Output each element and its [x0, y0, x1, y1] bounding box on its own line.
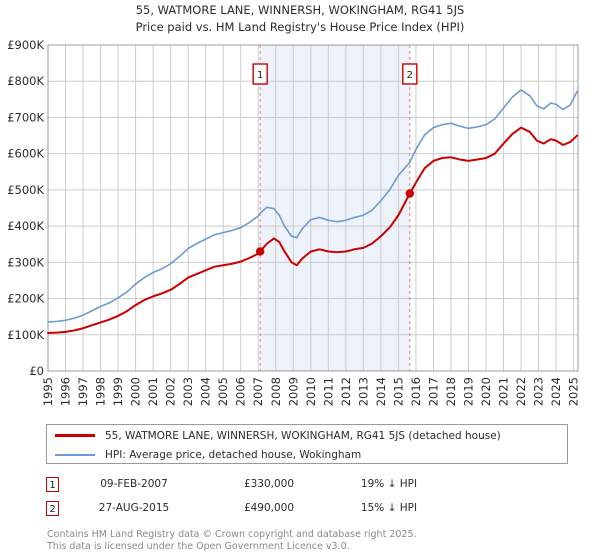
transaction-price-1: £330,000 [243, 478, 295, 490]
y-axis-tick-label: £100K [7, 328, 44, 342]
chart-legend: 55, WATMORE LANE, WINNERSH, WOKINGHAM, R… [46, 424, 568, 464]
x-axis-tick-label: 2016 [409, 377, 423, 406]
x-axis-tick-label: 1998 [94, 377, 108, 406]
x-axis-tick-label: 2018 [444, 377, 458, 406]
y-axis-tick-label: £400K [7, 219, 44, 233]
x-axis-tick-label: 2021 [497, 377, 511, 406]
x-axis-tick-label: 2005 [216, 377, 230, 406]
table-row[interactable]: 1 09-FEB-2007 £330,000 19% ↓ HPI [46, 472, 566, 496]
x-axis-tick-label: 2006 [234, 377, 248, 406]
y-axis-tick-label: £0 [29, 364, 44, 378]
chart-area: £0 £100K £200K £300K £400K £500K £600K £700K £80… [7, 38, 581, 406]
transaction-price-2: £490,000 [243, 502, 295, 514]
transaction-index-badge-1: 1 [46, 476, 59, 492]
footer-line-copyright: Contains HM Land Registry data © Crown c… [47, 529, 417, 540]
series-line-hpi [47, 89, 578, 323]
x-axis-tick-label: 2003 [181, 377, 195, 406]
x-axis-tick-label: 2012 [339, 377, 353, 406]
event-marker-label-1: 1 [257, 70, 263, 81]
y-axis-tick-label: £900K [7, 38, 44, 52]
x-axis-tick-label: 2007 [251, 377, 265, 406]
x-axis-tick-label: 2024 [549, 377, 563, 406]
x-axis-tick-label: 2022 [514, 377, 528, 406]
x-axis-tick-label: 2010 [304, 377, 318, 406]
x-axis-tick-label: 2013 [356, 377, 370, 406]
event-marker-badge-1[interactable] [252, 63, 268, 85]
y-axis-tick-label: £200K [7, 292, 44, 306]
transaction-hpi-delta-2: 15% ↓ HPI [360, 502, 418, 514]
footer-attribution: Contains HM Land Registry data © Crown c… [47, 529, 577, 552]
transaction-index-badge-2: 2 [46, 500, 59, 516]
x-axis-tick-label: 1999 [111, 377, 125, 406]
x-axis-tick-label: 2017 [426, 377, 440, 406]
footer-line-licence: This data is licensed under the Open Gov… [47, 540, 350, 552]
x-axis-tick-label: 2004 [199, 377, 213, 406]
y-axis-tick-label: £800K [7, 74, 44, 88]
x-axis-tick-label: 2015 [391, 377, 405, 406]
x-axis-tick-label: 2008 [269, 377, 283, 406]
y-axis-tick-label: £700K [7, 110, 44, 124]
x-axis-tick-label: 1996 [59, 377, 73, 406]
transactions-table: 1 09-FEB-2007 £330,000 19% ↓ HPI 2 27-AU… [46, 472, 566, 520]
plot-frame [47, 44, 579, 372]
x-axis-tick-label: 2023 [532, 377, 546, 406]
legend-item-property: 55, WATMORE LANE, WINNERSH, WOKINGHAM, R… [47, 426, 567, 445]
ownership-period-band [260, 45, 410, 371]
event-marker-badge-2[interactable] [402, 63, 418, 85]
transaction-date-1: 09-FEB-2007 [100, 478, 168, 490]
event-marker-label-2: 2 [407, 70, 413, 81]
series-line-property [47, 126, 579, 334]
y-axis-tick-label: £500K [7, 183, 44, 197]
x-axis-tick-label: 2001 [146, 377, 160, 406]
x-axis-tick-label: 2009 [286, 377, 300, 406]
x-axis-tick-label: 1997 [76, 377, 90, 406]
transaction-date-2: 27-AUG-2015 [98, 502, 170, 514]
legend-item-hpi: HPI: Average price, detached house, Woki… [47, 445, 567, 464]
x-axis-tick-label: 2025 [567, 377, 581, 406]
title-line-subtitle: Price paid vs. HM Land Registry's House … [135, 20, 465, 34]
legend-swatch-property-icon [55, 434, 95, 437]
x-axis-tick-label: 2020 [479, 377, 493, 406]
x-axis-tick-label: 2014 [374, 377, 388, 406]
page-title: 55, WATMORE LANE, WINNERSH, WOKINGHAM, R… [0, 2, 600, 36]
title-line-address: 55, WATMORE LANE, WINNERSH, WOKINGHAM, R… [135, 3, 465, 17]
transaction-hpi-delta-1: 19% ↓ HPI [360, 478, 418, 490]
x-axis-tick-label: 2019 [461, 377, 475, 406]
sale-point-2[interactable] [405, 189, 415, 198]
y-axis-tick-label: £600K [7, 147, 44, 161]
x-axis-tick-label: 2000 [129, 377, 143, 406]
sale-point-1[interactable] [255, 247, 265, 256]
legend-label-hpi: HPI: Average price, detached house, Woki… [105, 448, 362, 461]
price-history-line-chart: £0 £100K £200K £300K £400K £500K £600K £700K £80… [7, 38, 581, 406]
x-axis-tick-label: 2011 [321, 377, 335, 406]
legend-swatch-hpi-icon [55, 453, 95, 456]
x-axis-tick-label: 1995 [41, 377, 55, 406]
table-row[interactable]: 2 27-AUG-2015 £490,000 15% ↓ HPI [46, 496, 566, 520]
y-axis-tick-label: £300K [7, 255, 44, 269]
x-axis-tick-label: 2002 [164, 377, 178, 406]
legend-label-property: 55, WATMORE LANE, WINNERSH, WOKINGHAM, R… [105, 429, 501, 442]
